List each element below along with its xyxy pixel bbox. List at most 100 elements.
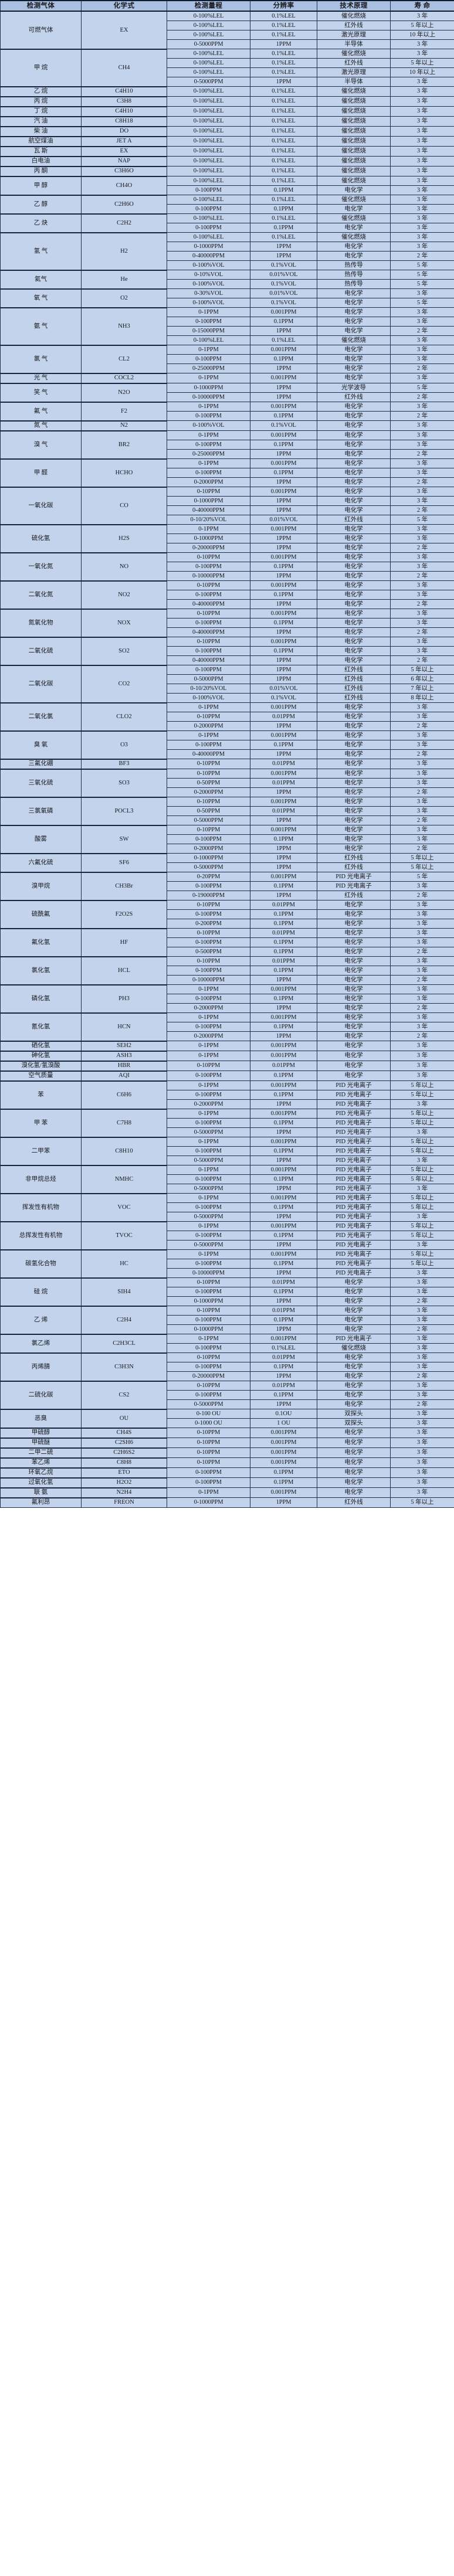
resolution: 0.1%VOL xyxy=(250,693,317,703)
resolution: 0.1%LEL xyxy=(250,30,317,40)
table-row: 氢 气 H2 0-100%LEL 0.1%LEL 催化燃烧 3 年 xyxy=(0,232,454,270)
gas-name: 氢 气 xyxy=(0,232,82,270)
service-life: 3 年 xyxy=(390,317,454,327)
detection-range: 0-5000PPM xyxy=(167,1156,250,1165)
table-row: 甲 醛 HCHO 0-1PPM 0.001PPM 电化学 3 年 xyxy=(0,458,454,487)
table-row: 0-100PPM 0.1PPM 电化学 3 年 xyxy=(1,468,454,478)
technology-principle: 催化燃烧 xyxy=(317,335,391,345)
resolution: 0.1PPM xyxy=(250,1390,317,1400)
table-row: 氮 气 N2 0-100%VOL 0.1%VOL 电化学 3 年 xyxy=(0,420,454,431)
detection-range: 0-10PPM xyxy=(167,825,250,835)
technology-principle: 红外线 xyxy=(317,392,391,402)
detection-range: 0-100PPM xyxy=(167,1477,250,1488)
table-row: 甲 苯 C7H8 0-1PPM 0.001PPM PID 光电离子 5 年以上 xyxy=(0,1108,454,1137)
detection-range: 0-100PPM xyxy=(167,1118,250,1128)
gas-name: 甲 醛 xyxy=(0,458,82,487)
table-row: 可燃气体 EX 0-100%LEL 0.1%LEL 催化燃烧 3 年 xyxy=(0,11,454,49)
resolution: 0.001PPM xyxy=(250,1437,317,1448)
resolution: 1PPM xyxy=(250,599,317,609)
table-row: 0-2000PPM 1PPM 电化学 2 年 xyxy=(1,721,454,731)
detection-range: 0-1PPM xyxy=(167,307,250,317)
table-row: 汽 油 C8H18 0-100%LEL 0.1%LEL 催化燃烧 3 年 xyxy=(0,115,454,127)
service-life: 3 年 xyxy=(390,223,454,233)
technology-principle: PID 光电离子 xyxy=(317,1146,391,1156)
gas-formula: NAP xyxy=(81,155,167,166)
service-life: 3 年 xyxy=(390,1390,454,1400)
service-life: 3 年 xyxy=(390,430,454,440)
detection-range: 0-1PPM xyxy=(167,524,250,534)
service-life: 3 年 xyxy=(390,778,454,788)
table-row: 丙烯腈 C3H3N 0-10PPM 0.01PPM 电化学 3 年 xyxy=(0,1352,454,1381)
resolution: 0.1PPM xyxy=(250,937,317,947)
detection-range: 0-1000 OU xyxy=(167,1418,250,1428)
resolution: 0.1%LEL xyxy=(250,166,317,176)
gas-name: 氨 气 xyxy=(0,307,82,345)
gas-formula: F2O2S xyxy=(81,899,167,929)
service-life: 3 年 xyxy=(390,994,454,1004)
resolution: 0.1PPM xyxy=(250,1174,317,1184)
gas-formula: C4H10 xyxy=(81,106,167,117)
table-row: 0-1000 OU 1 OU 双探头 3 年 xyxy=(1,1418,454,1428)
table-row: 0-5000PPM 1PPM 红外线 5 年以上 xyxy=(1,862,454,872)
detection-range: 0-1000PPM xyxy=(167,1324,250,1334)
technology-principle: 电化学 xyxy=(317,524,391,534)
resolution: 0.001PPM xyxy=(250,1041,317,1051)
technology-principle: 催化燃烧 xyxy=(317,126,391,137)
service-life: 3 年 xyxy=(390,1467,454,1478)
service-life: 2 年 xyxy=(390,815,454,825)
resolution: 0.1%LEL xyxy=(250,67,317,77)
detection-range: 0-100PPM xyxy=(167,1467,250,1478)
technology-principle: 电化学 xyxy=(317,496,391,506)
service-life: 3 年 xyxy=(390,984,454,994)
technology-principle: 电化学 xyxy=(317,1277,391,1287)
technology-principle: 电化学 xyxy=(317,909,391,919)
resolution: 0.001PPM xyxy=(250,1080,317,1090)
technology-principle: 热传导 xyxy=(317,279,391,289)
table-row: 0-40000PPM 1PPM 电化学 2 年 xyxy=(1,627,454,637)
gas-formula: C2H6O xyxy=(81,194,167,214)
table-row: 二甲苯 C8H10 0-1PPM 0.001PPM PID 光电离子 5 年以上 xyxy=(0,1136,454,1165)
resolution: 0.1%LEL xyxy=(250,195,317,205)
detection-range: 0-100PPM xyxy=(167,1362,250,1372)
detection-range: 0-10PPM xyxy=(167,712,250,722)
gas-formula: NO2 xyxy=(81,580,167,609)
technology-principle: 电化学 xyxy=(317,1070,391,1081)
detection-range: 0-5000PPM xyxy=(167,1184,250,1194)
service-life: 3 年 xyxy=(390,39,454,49)
technology-principle: 电化学 xyxy=(317,994,391,1004)
technology-principle: 电化学 xyxy=(317,1362,391,1372)
resolution: 0.001PPM xyxy=(250,797,317,807)
resolution: 0.01PPM xyxy=(250,900,317,910)
table-row: 0-5000PPM 1PPM 电化学 2 年 xyxy=(1,1399,454,1409)
service-life: 3 年 xyxy=(390,496,454,506)
detection-range: 0-1PPM xyxy=(167,1080,250,1090)
technology-principle: PID 光电离子 xyxy=(317,1127,391,1137)
gas-name: 二硫化碳 xyxy=(0,1380,82,1409)
resolution: 1PPM xyxy=(250,571,317,581)
technology-principle: PID 光电离子 xyxy=(317,881,391,891)
detection-range: 0-2000PPM xyxy=(167,721,250,731)
resolution: 0.1%VOL xyxy=(250,298,317,308)
detection-range: 0-100PPM xyxy=(167,1070,250,1081)
resolution: 0.1PPM xyxy=(250,562,317,572)
service-life: 3 年 xyxy=(390,468,454,478)
detection-range: 0-100PPM xyxy=(167,468,250,478)
service-life: 2 年 xyxy=(390,1399,454,1409)
service-life: 3 年 xyxy=(390,759,454,769)
technology-principle: 双探头 xyxy=(317,1409,391,1419)
gas-name: 甲硫醚 xyxy=(0,1437,82,1448)
resolution: 1PPM xyxy=(250,496,317,506)
technology-principle: 光学波导 xyxy=(317,383,391,393)
resolution: 0.001PPM xyxy=(250,307,317,317)
resolution: 0.1PPM xyxy=(250,1022,317,1032)
table-row: 氟利昂 FREON 0-1000PPM 1PPM 红外线 5 年以上 xyxy=(0,1497,454,1508)
technology-principle: 电化学 xyxy=(317,834,391,844)
gas-name: 硫化氢 xyxy=(0,524,82,553)
service-life: 3 年 xyxy=(390,1352,454,1362)
resolution: 0.1%VOL xyxy=(250,260,317,270)
technology-principle: 红外线 xyxy=(317,862,391,872)
detection-range: 0-1000PPM xyxy=(167,533,250,543)
table-row: 0-5000PPM 1PPM 半导体 3 年 xyxy=(1,39,454,49)
gas-formula: H2S xyxy=(81,524,167,553)
table-row: 0-5000PPM 1PPM PID 光电离子 3 年 xyxy=(1,1212,454,1222)
